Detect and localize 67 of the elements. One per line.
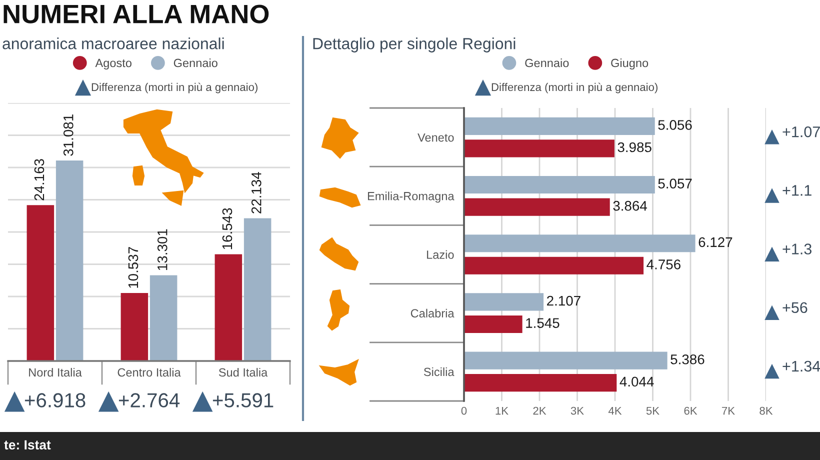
bar <box>26 205 54 361</box>
bar <box>464 117 655 135</box>
x-tick-label: 8K <box>760 406 773 415</box>
text: +1.34 <box>782 360 820 372</box>
data-label: 1.545 <box>526 318 560 328</box>
bar <box>120 293 148 361</box>
x-tick-label: 7K <box>722 406 735 415</box>
x-tick-label: 3K <box>570 406 584 415</box>
data-label: 6.127 <box>698 237 732 248</box>
bar <box>150 275 178 361</box>
text: Differenza (morti in più a gennaio) <box>92 82 258 94</box>
x-tick-label: Centro Italia <box>118 368 181 377</box>
text: +1.1 <box>782 185 812 196</box>
y-tick-label: Lazio <box>427 250 454 259</box>
data-label: 4.756 <box>646 260 680 270</box>
data-label: 22.134 <box>251 172 262 214</box>
x-tick-label: 6K <box>684 406 698 415</box>
data-label: 13.301 <box>157 229 168 270</box>
data-label: 2.107 <box>547 296 580 306</box>
data-label: 10.537 <box>128 247 138 288</box>
bar <box>464 140 614 158</box>
bar <box>464 315 522 334</box>
legend-label: Gennaio <box>525 58 569 68</box>
y-tick-label: Emilia-Romagna <box>368 192 454 203</box>
data-label: 4.044 <box>620 376 654 387</box>
bar <box>214 254 242 361</box>
x-tick-label: Sud Italia <box>218 368 268 377</box>
legend-label: Agosto <box>95 58 132 70</box>
bar <box>464 176 655 194</box>
bar <box>464 256 644 274</box>
data-label: 16.543 <box>222 208 232 250</box>
y-tick-label: Sicilia <box>424 367 454 376</box>
text: +1.07 <box>782 126 820 138</box>
chart-title: NUMERI ALLA MANO <box>4 4 269 24</box>
text: te: Istat <box>4 440 51 450</box>
x-tick-label: 5K <box>646 406 660 415</box>
bar <box>464 374 617 392</box>
legend-label: Gennaio <box>174 58 218 68</box>
x-tick-label: 2K <box>533 406 546 415</box>
chart-subtitle: Dettaglio per singole Regioni <box>313 38 516 52</box>
legend-label: Giugno <box>611 58 648 70</box>
text: +56 <box>782 302 808 314</box>
text: Differenza (morti in più a gennaio) <box>492 82 658 94</box>
bar <box>56 160 84 361</box>
x-tick-label: 0 <box>461 406 467 415</box>
x-tick-label: 1K <box>496 406 508 415</box>
text: +2.764 <box>118 393 180 408</box>
data-label: 24.163 <box>34 159 44 200</box>
bar <box>464 234 696 252</box>
data-label: 5.057 <box>658 178 692 188</box>
text: +6.918 <box>24 393 86 408</box>
data-label: 3.864 <box>613 200 647 211</box>
bar <box>464 293 544 311</box>
chart-subtitle: anoramica macroaree nazionali <box>2 38 224 50</box>
data-label: 31.081 <box>63 114 74 156</box>
data-label: 5.386 <box>670 354 704 364</box>
text: +5.591 <box>212 393 274 408</box>
y-tick-label: Calabria <box>410 308 454 318</box>
text: +1.3 <box>782 244 812 254</box>
x-tick-label: Nord Italia <box>29 368 82 377</box>
y-tick-label: Veneto <box>418 133 454 142</box>
bar <box>244 218 272 361</box>
bar <box>464 352 668 370</box>
bar <box>464 198 610 216</box>
data-label: 5.056 <box>658 120 692 130</box>
x-tick-label: 4K <box>608 406 622 415</box>
data-label: 3.985 <box>618 142 652 152</box>
